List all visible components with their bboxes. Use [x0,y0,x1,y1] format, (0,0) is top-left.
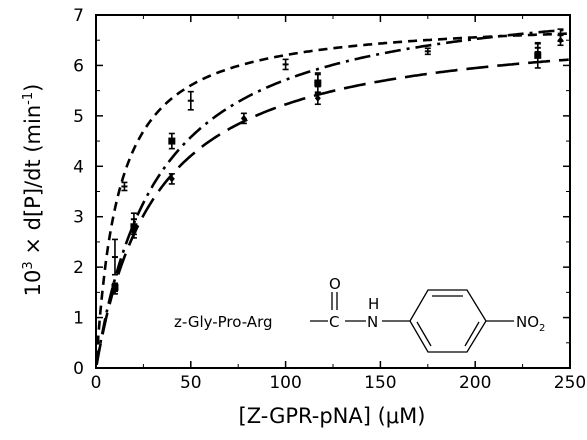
nitro-group: NO2 [516,313,545,334]
axes: 0 50 100 150 200 250 0 1 2 3 4 5 6 7 [73,6,586,393]
series-1-fit-curve [95,32,569,360]
y-tick-label: 5 [73,107,84,127]
ring-double-bond-left [416,321,432,347]
y-tick-label: 4 [73,157,84,177]
y-tick-label: 3 [73,208,84,228]
series-3-fit-curve [95,58,569,366]
series-2-point [534,51,542,59]
y-tick-label: 7 [73,6,84,26]
x-axis-title: [Z-GPR-pNA] (μM) [239,404,426,428]
series-3-point [240,114,247,122]
series-3-point [111,286,118,294]
x-tick-label: 250 [554,373,586,393]
carbonyl-oxygen: O [329,275,341,293]
series-2-point [314,79,322,87]
x-tick-label: 200 [459,373,491,393]
y-tick-label: 0 [73,359,84,379]
amide-nitrogen: N [367,313,378,331]
series-3-point [557,36,564,44]
x-tick-label: 150 [364,373,396,393]
series-3-point [130,228,137,236]
x-tick-label: 0 [91,373,102,393]
series-2-point [168,137,176,145]
y-axis-title: 103 × d[P]/dt (min-1) [21,84,45,297]
y-tick-label: 6 [73,56,84,76]
series-3-point [314,94,321,102]
series-2-fit-curve [95,28,569,365]
x-tick-label: 100 [269,373,301,393]
y-tick-label: 1 [73,309,84,329]
plot-area [95,28,569,366]
substrate-label: z-Gly-Pro-Arg [174,313,273,331]
benzene-ring [409,289,487,353]
series-3-point [168,175,175,183]
y-tick-label: 2 [73,258,84,278]
amide-hydrogen: H [368,295,379,313]
chemical-structure: z-Gly-Pro-Arg C O H N NO2 [174,275,545,353]
carbonyl-carbon: C [329,313,339,331]
ring-double-bond-right [464,321,480,347]
x-tick-label: 50 [180,373,202,393]
